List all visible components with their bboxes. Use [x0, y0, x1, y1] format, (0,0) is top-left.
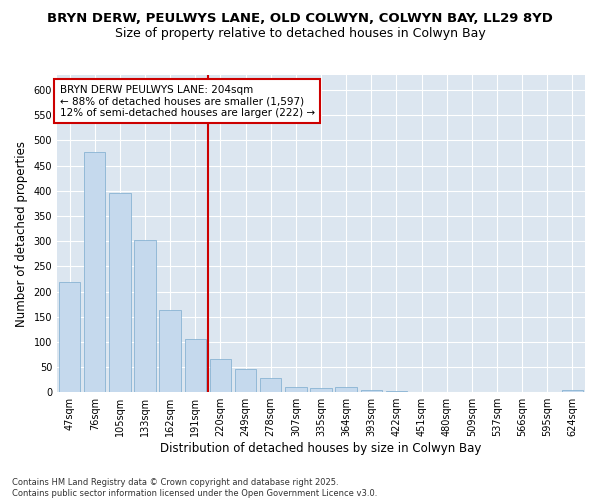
Bar: [260, 378, 281, 392]
Bar: [310, 388, 332, 392]
Bar: [109, 194, 131, 392]
Bar: [562, 390, 583, 392]
Bar: [335, 387, 357, 392]
Bar: [235, 369, 256, 392]
Text: Contains HM Land Registry data © Crown copyright and database right 2025.
Contai: Contains HM Land Registry data © Crown c…: [12, 478, 377, 498]
Bar: [386, 390, 407, 392]
Bar: [134, 240, 156, 392]
Bar: [285, 387, 307, 392]
Bar: [210, 360, 231, 392]
Bar: [361, 390, 382, 392]
Text: BRYN DERW PEULWYS LANE: 204sqm
← 88% of detached houses are smaller (1,597)
12% : BRYN DERW PEULWYS LANE: 204sqm ← 88% of …: [59, 84, 315, 117]
Y-axis label: Number of detached properties: Number of detached properties: [15, 140, 28, 326]
Text: Size of property relative to detached houses in Colwyn Bay: Size of property relative to detached ho…: [115, 28, 485, 40]
Bar: [185, 340, 206, 392]
X-axis label: Distribution of detached houses by size in Colwyn Bay: Distribution of detached houses by size …: [160, 442, 482, 455]
Bar: [59, 282, 80, 392]
Text: BRYN DERW, PEULWYS LANE, OLD COLWYN, COLWYN BAY, LL29 8YD: BRYN DERW, PEULWYS LANE, OLD COLWYN, COL…: [47, 12, 553, 26]
Bar: [160, 310, 181, 392]
Bar: [84, 152, 106, 392]
